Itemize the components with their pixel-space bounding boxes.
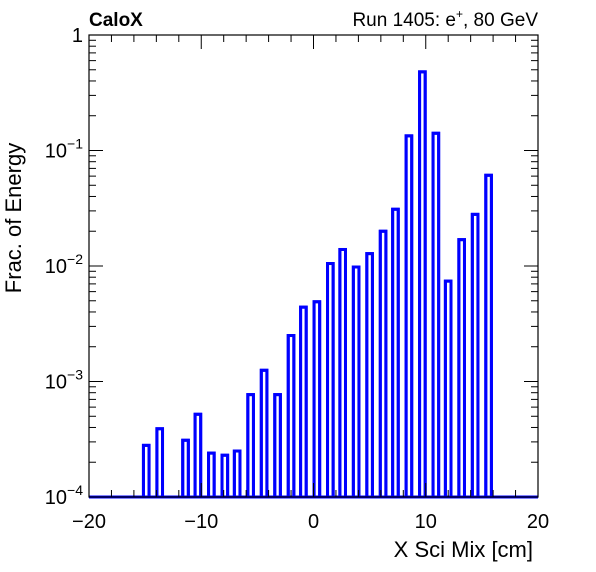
run-charge-superscript: + [456, 7, 463, 21]
y-tick-base: 1 [72, 25, 83, 47]
run-energy-text: , 80 GeV [463, 10, 538, 31]
y-tick-label: 10−2 [45, 251, 83, 278]
y-tick-label: 10−1 [45, 136, 83, 163]
y-tick-label: 10−3 [45, 367, 83, 394]
x-tick-label: 20 [527, 511, 549, 533]
y-tick-base: 10 [45, 372, 67, 394]
y-tick-exponent: −3 [67, 367, 83, 383]
x-axis-title: X Sci Mix [cm] [394, 537, 533, 562]
y-tick-exponent: −1 [67, 136, 83, 152]
x-tick-label: 10 [415, 511, 437, 533]
y-tick-exponent: −4 [67, 482, 83, 498]
x-tick-label: 0 [308, 511, 319, 533]
y-axis-title: Frac. of Energy [1, 143, 26, 293]
run-info-label: Run 1405: e+, 80 GeV [352, 7, 538, 31]
experiment-label: CaloX [89, 10, 143, 31]
run-info-text: Run 1405: e [352, 10, 456, 31]
x-tick-label: −20 [72, 511, 106, 533]
y-tick-base: 10 [45, 487, 67, 509]
y-tick-label: 1 [72, 25, 83, 47]
y-tick-base: 10 [45, 141, 67, 163]
x-tick-label: −10 [184, 511, 218, 533]
y-tick-base: 10 [45, 256, 67, 278]
y-tick-label: 10−4 [45, 482, 83, 509]
y-tick-exponent: −2 [67, 251, 83, 267]
